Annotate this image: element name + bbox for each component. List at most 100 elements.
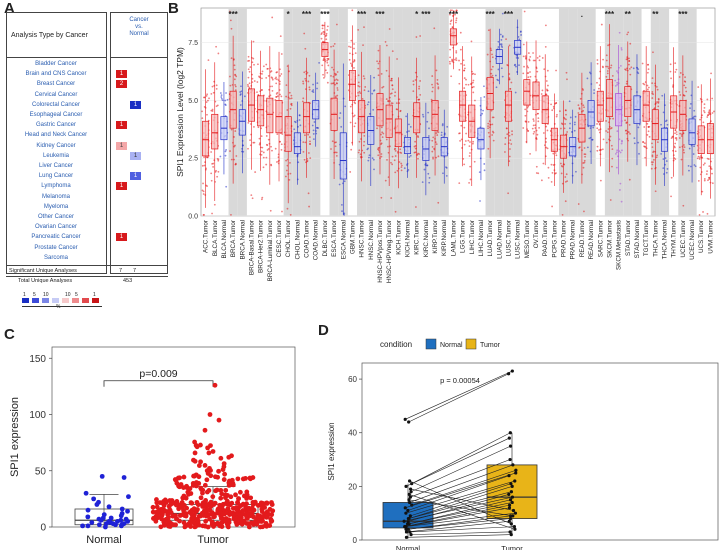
sample-point <box>302 82 305 85</box>
sample-point <box>422 115 425 118</box>
sample-point <box>214 171 217 173</box>
tumor-point <box>194 480 199 485</box>
sample-point <box>648 135 651 138</box>
sample-point <box>321 64 324 67</box>
box <box>211 113 219 150</box>
tumor-point <box>508 431 512 435</box>
sample-point <box>463 143 466 146</box>
sample-point <box>384 41 387 43</box>
sample-point <box>708 178 711 181</box>
sample-point <box>336 71 339 73</box>
sample-point <box>470 40 473 43</box>
sample-point <box>400 166 403 169</box>
sample-point <box>614 79 617 82</box>
sample-point <box>349 121 352 124</box>
sample-point <box>465 132 468 135</box>
sample-point <box>412 83 415 86</box>
sample-point <box>707 179 709 182</box>
sample-point <box>508 77 511 79</box>
sample-point <box>652 51 654 54</box>
tumor-point <box>202 462 208 468</box>
sample-point <box>306 71 309 74</box>
sample-point <box>625 132 628 135</box>
sample-point <box>338 183 341 186</box>
sample-point <box>363 151 366 154</box>
sample-point <box>559 110 561 113</box>
cancer-row-label: Head and Neck Cancer <box>24 132 88 139</box>
overexpression-cell: 1 <box>116 182 127 191</box>
normal-point <box>118 513 124 519</box>
normal-point <box>404 535 409 539</box>
sample-point <box>252 57 255 60</box>
sample-point <box>537 112 539 115</box>
sample-point <box>210 172 213 175</box>
sample-point <box>546 129 549 132</box>
sample-point <box>418 153 421 155</box>
sample-point <box>657 102 660 104</box>
sample-point <box>390 197 393 199</box>
tumor-point <box>221 461 227 467</box>
x-tick-label: OV.Tumor <box>533 220 540 248</box>
sample-point <box>561 213 564 216</box>
x-tick-label: ESCA.Tumor <box>331 220 338 257</box>
normal-point <box>406 522 410 526</box>
sample-point <box>390 77 393 80</box>
tumor-point <box>171 522 176 528</box>
sample-point <box>416 75 418 78</box>
x-tick-label: Normal <box>396 544 421 550</box>
sample-point <box>431 90 434 93</box>
tumor-point <box>246 511 252 517</box>
tumor-point <box>154 497 159 502</box>
sample-point <box>271 85 273 88</box>
sample-point <box>575 170 577 173</box>
sample-point <box>532 124 535 127</box>
x-tick-label: LUAD.Normal <box>496 220 503 259</box>
tumor-point <box>202 482 208 488</box>
y-tick-label: 7.5 <box>188 40 198 47</box>
sample-point <box>202 213 205 216</box>
sample-point <box>385 44 388 47</box>
x-tick-label: CHOL.Normal <box>294 220 301 260</box>
sample-point <box>614 152 617 155</box>
sample-point <box>323 76 325 79</box>
sample-point <box>524 114 527 117</box>
sample-point <box>271 149 273 152</box>
sample-point <box>399 148 402 151</box>
sample-point <box>322 73 324 76</box>
sample-point <box>289 162 291 164</box>
sample-point <box>627 131 630 134</box>
sample-point <box>436 79 439 81</box>
tumor-point <box>222 471 228 477</box>
sample-point <box>407 169 410 171</box>
sample-point <box>601 65 604 68</box>
sample-point <box>373 76 375 79</box>
x-tick-label: BRCA.Normal <box>239 220 246 260</box>
sample-point <box>266 68 269 70</box>
sample-point <box>564 176 567 178</box>
normal-point <box>126 494 131 500</box>
sample-point <box>541 89 544 92</box>
sample-point <box>304 77 307 80</box>
sample-point <box>437 201 440 204</box>
sample-point <box>647 63 649 66</box>
x-tick-label: COAD.Normal <box>313 220 320 260</box>
sample-point <box>303 71 306 74</box>
sample-point <box>435 132 438 135</box>
sample-point <box>354 102 357 105</box>
sample-point <box>700 116 703 119</box>
sample-point <box>419 80 422 82</box>
sample-point <box>308 205 310 208</box>
sample-point <box>702 121 705 124</box>
tumor-point <box>508 530 512 534</box>
tumor-point <box>248 495 254 501</box>
cancer-row-label: Pancreatic Cancer <box>31 234 81 241</box>
sample-point <box>478 171 481 174</box>
sample-point <box>629 42 632 45</box>
sample-point <box>458 59 460 62</box>
sample-point <box>377 74 380 77</box>
sample-point <box>511 130 513 133</box>
sample-point <box>215 87 218 90</box>
sample-point <box>491 116 494 119</box>
sample-point <box>678 137 681 139</box>
sample-point <box>648 125 651 128</box>
